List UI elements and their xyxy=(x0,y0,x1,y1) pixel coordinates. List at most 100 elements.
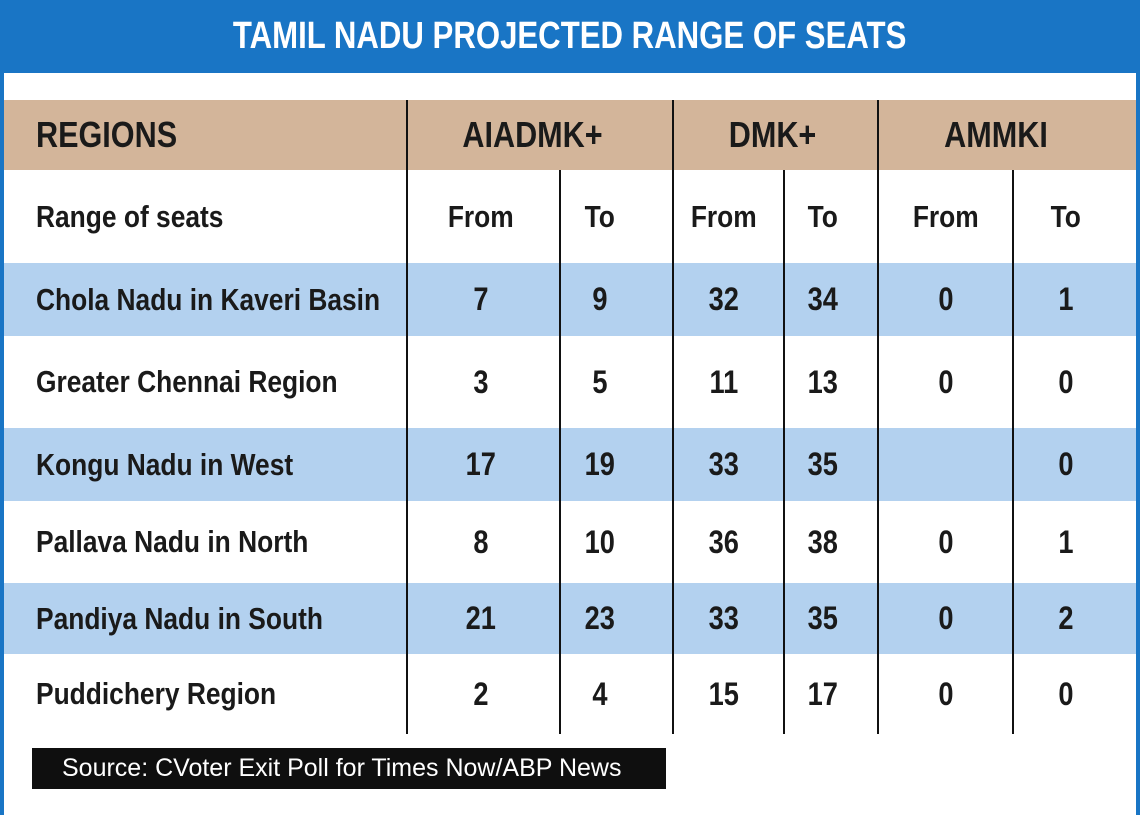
seat-value-text: 1 xyxy=(1058,281,1074,317)
seat-value-text: 36 xyxy=(708,523,740,560)
seat-value: 13 xyxy=(773,336,873,428)
seat-value-text: 21 xyxy=(465,600,497,636)
seat-value-text: 3 xyxy=(473,363,489,400)
subheader-to: To xyxy=(545,170,655,263)
seat-value-text: 13 xyxy=(807,363,839,400)
region-label-text: Puddichery Region xyxy=(36,676,277,711)
column-divider xyxy=(783,170,785,734)
subheader-to: To xyxy=(1011,170,1121,263)
seat-value-text: 0 xyxy=(1058,446,1074,482)
seat-value: 0 xyxy=(896,263,996,336)
seat-value-text: 4 xyxy=(592,675,608,712)
seat-value: 35 xyxy=(773,583,873,654)
seat-value-text: 35 xyxy=(807,446,839,482)
seat-value-text: 17 xyxy=(465,446,497,482)
region-label-text: Chola Nadu in Kaveri Basin xyxy=(36,281,381,317)
seat-value-text: 0 xyxy=(938,281,954,317)
seat-value-text: 15 xyxy=(708,675,740,712)
left-border xyxy=(0,73,4,815)
header-regions-text: REGIONS xyxy=(36,114,178,155)
header-party-3-text: AMMKI xyxy=(944,114,1048,155)
header-regions: REGIONS xyxy=(36,100,396,170)
seat-value: 34 xyxy=(773,263,873,336)
row-stripe xyxy=(4,263,1136,336)
subheader-from: From xyxy=(669,170,779,263)
seat-value-text: 35 xyxy=(807,600,839,636)
seat-value-text: 19 xyxy=(584,446,616,482)
seat-value: 33 xyxy=(674,428,774,501)
column-divider xyxy=(1012,170,1014,734)
seat-value-text: 2 xyxy=(1058,600,1074,636)
row-stripe xyxy=(4,428,1136,501)
seat-value-text: 11 xyxy=(709,363,739,400)
seat-value-text: 1 xyxy=(1058,523,1074,560)
region-label-text: Greater Chennai Region xyxy=(36,364,338,399)
seat-value: 38 xyxy=(773,501,873,583)
seat-value: 2 xyxy=(431,654,531,734)
subheader-from: From xyxy=(426,170,536,263)
seat-value-text: 0 xyxy=(938,600,954,636)
region-label-text: Pallava Nadu in North xyxy=(36,524,309,559)
right-border xyxy=(1136,73,1140,815)
seat-value: 32 xyxy=(674,263,774,336)
seat-value-text: 32 xyxy=(708,281,740,317)
header-party-1-text: AIADMK+ xyxy=(462,114,604,155)
seat-value-text: 33 xyxy=(708,446,740,482)
seat-value: 11 xyxy=(674,336,774,428)
seat-value: 0 xyxy=(1016,654,1116,734)
seat-value-text: 33 xyxy=(708,600,740,636)
seat-value: 0 xyxy=(1016,336,1116,428)
seat-value: 19 xyxy=(550,428,650,501)
seat-value: 4 xyxy=(550,654,650,734)
seat-value: 1 xyxy=(1016,501,1116,583)
region-label: Kongu Nadu in West xyxy=(36,428,406,501)
seat-value-text: 2 xyxy=(473,675,489,712)
subheader-to-text: To xyxy=(1050,198,1082,234)
seat-value: 0 xyxy=(896,654,996,734)
seat-value: 3 xyxy=(431,336,531,428)
seat-value: 0 xyxy=(896,336,996,428)
seat-value-text: 0 xyxy=(1058,363,1074,400)
seat-value-text: 38 xyxy=(807,523,839,560)
region-label: Pandiya Nadu in South xyxy=(36,583,406,654)
seat-value: 1 xyxy=(1016,263,1116,336)
chart-title: TAMIL NADU PROJECTED RANGE OF SEATS xyxy=(0,0,1140,73)
seat-value: 0 xyxy=(1016,428,1116,501)
subheader-to-text: To xyxy=(584,198,616,234)
seat-value: 15 xyxy=(674,654,774,734)
source-text: Source: CVoter Exit Poll for Times Now/A… xyxy=(62,754,622,782)
seat-value xyxy=(896,428,996,501)
subheader-from: From xyxy=(891,170,1001,263)
header-party-2: DMK+ xyxy=(663,100,883,170)
seat-value: 17 xyxy=(431,428,531,501)
seat-value-text: 0 xyxy=(938,523,954,560)
subheader-to: To xyxy=(768,170,878,263)
seat-value: 23 xyxy=(550,583,650,654)
seat-value-text: 0 xyxy=(1058,675,1074,712)
header-party-2-text: DMK+ xyxy=(729,114,817,155)
region-label: Greater Chennai Region xyxy=(36,336,406,428)
seat-value-text: 34 xyxy=(807,281,839,317)
seat-value: 0 xyxy=(896,501,996,583)
region-label: Chola Nadu in Kaveri Basin xyxy=(36,263,406,336)
seat-value: 17 xyxy=(773,654,873,734)
region-label: Puddichery Region xyxy=(36,654,406,734)
subheader-range-of-seats: Range of seats xyxy=(36,170,396,263)
column-divider xyxy=(877,100,879,734)
seat-value: 8 xyxy=(431,501,531,583)
column-divider xyxy=(406,100,408,734)
seat-value: 21 xyxy=(431,583,531,654)
region-label-text: Kongu Nadu in West xyxy=(36,446,294,482)
seat-value-text: 9 xyxy=(592,281,608,317)
seat-value: 5 xyxy=(550,336,650,428)
seat-value-text: 17 xyxy=(807,675,839,712)
seat-value: 33 xyxy=(674,583,774,654)
column-divider xyxy=(672,100,674,734)
seat-value: 2 xyxy=(1016,583,1116,654)
header-party-1: AIADMK+ xyxy=(423,100,643,170)
seat-value-text: 0 xyxy=(938,363,954,400)
region-label: Pallava Nadu in North xyxy=(36,501,406,583)
seat-value: 10 xyxy=(550,501,650,583)
seat-value: 35 xyxy=(773,428,873,501)
